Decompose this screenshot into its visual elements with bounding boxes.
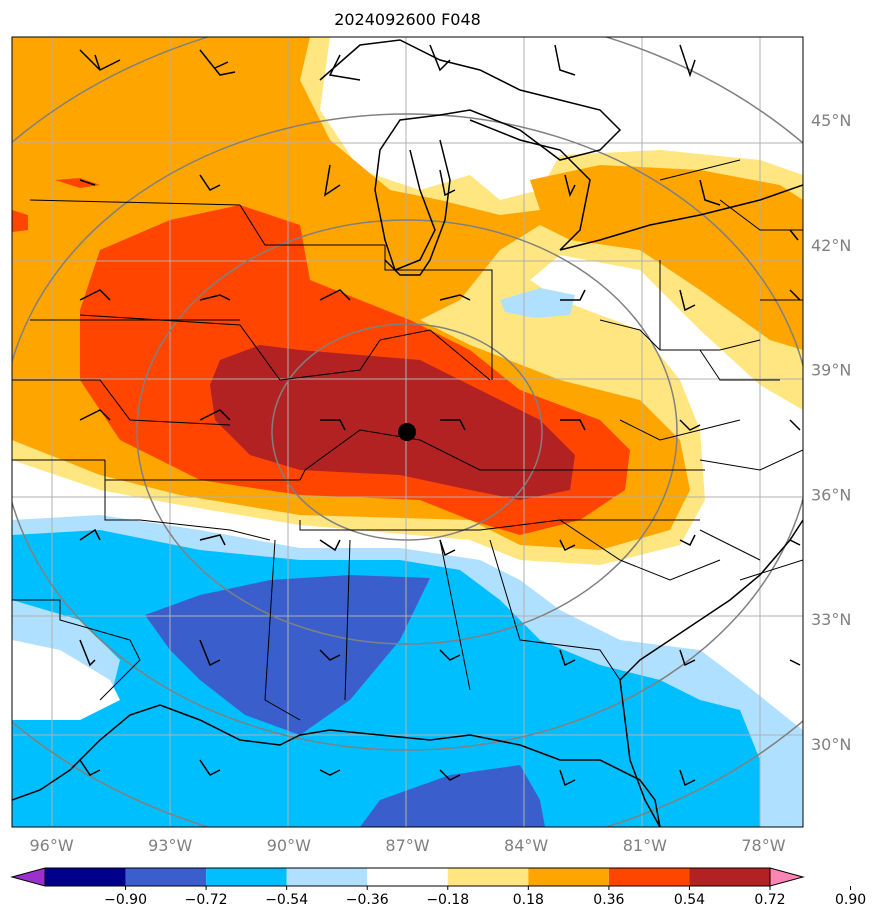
lon-label-0: 96°W bbox=[29, 836, 73, 855]
colorbar-box-5 bbox=[447, 868, 529, 886]
atlantic-coast bbox=[619, 519, 803, 681]
colorbar-box-3 bbox=[286, 868, 368, 886]
colorbar-box-2 bbox=[206, 868, 287, 886]
colorbar-extend-low bbox=[10, 867, 46, 887]
contour-0.54-spot bbox=[55, 178, 100, 188]
colorbar-box-7 bbox=[608, 868, 690, 886]
lat-label-2: 39°N bbox=[811, 361, 851, 380]
range-rings bbox=[12, 37, 803, 827]
contour-0.72 bbox=[210, 345, 575, 500]
lake-erie-ontario bbox=[559, 184, 803, 251]
lon-label-3: 87°W bbox=[385, 836, 429, 855]
colorbar-outline bbox=[44, 867, 771, 887]
colorbar-label-8: 0.72 bbox=[754, 892, 785, 908]
longitude-labels: 96°W 93°W 90°W 87°W 84°W 81°W 78°W bbox=[29, 836, 785, 855]
lat-label-3: 36°N bbox=[811, 485, 851, 504]
contour-neg-white-gulf bbox=[12, 640, 120, 720]
upper-peninsula bbox=[469, 119, 591, 251]
lake-michigan bbox=[384, 139, 451, 276]
borders bbox=[12, 39, 803, 827]
lon-label-4: 84°W bbox=[504, 836, 548, 855]
lat-label-1: 42°N bbox=[811, 236, 851, 255]
colorbar-box-8 bbox=[689, 868, 770, 886]
east-borders bbox=[659, 159, 803, 581]
colorbar-label-7: 0.54 bbox=[674, 892, 705, 908]
gulf-coast bbox=[12, 704, 661, 827]
colorbar-label-2: −0.54 bbox=[265, 892, 308, 908]
colorbar: −0.90 −0.72 −0.54 −0.36 −0.18 0.18 0.36 0.54 0.7… bbox=[10, 867, 866, 908]
colorbar-box-6 bbox=[528, 868, 609, 886]
wind-barbs bbox=[79, 44, 801, 787]
lat-label-0: 45°N bbox=[811, 111, 851, 130]
colorbar-label-5: 0.18 bbox=[513, 892, 544, 908]
contour-0.54-patch bbox=[12, 210, 28, 232]
colorbar-extend-high bbox=[769, 867, 805, 887]
colorbar-label-1: −0.72 bbox=[185, 892, 228, 908]
lat-label-4: 33°N bbox=[811, 610, 851, 629]
lon-label-6: 78°W bbox=[741, 836, 785, 855]
colorbar-box-4 bbox=[367, 868, 448, 886]
center-marker bbox=[398, 423, 416, 441]
colorbar-box-0 bbox=[45, 868, 126, 886]
state-lines bbox=[12, 199, 780, 721]
colorbar-box-1 bbox=[125, 868, 207, 886]
colorbar-label-3: −0.36 bbox=[346, 892, 389, 908]
map-title: 2024092600 F048 bbox=[334, 10, 481, 29]
colorbar-label-9: 0.90 bbox=[835, 892, 866, 908]
colorbar-label-4: −0.18 bbox=[426, 892, 469, 908]
lon-label-5: 81°W bbox=[623, 836, 667, 855]
great-lakes-outline bbox=[319, 39, 622, 271]
contour-neg-0.18-lake bbox=[500, 288, 575, 318]
lat-label-5: 30°N bbox=[811, 735, 851, 754]
lon-label-1: 93°W bbox=[148, 836, 192, 855]
florida-coast bbox=[619, 679, 661, 827]
colorbar-label-6: 0.36 bbox=[593, 892, 624, 908]
colorbar-label-0: −0.90 bbox=[104, 892, 147, 908]
lon-label-2: 90°W bbox=[267, 836, 311, 855]
latitude-labels: 45°N 42°N 39°N 36°N 33°N 30°N bbox=[811, 111, 851, 754]
map-frame bbox=[11, 36, 804, 828]
map-panel: 96°W 93°W 90°W 87°W 84°W 81°W 78°W 45°N 42°N 39°… bbox=[11, 36, 851, 855]
